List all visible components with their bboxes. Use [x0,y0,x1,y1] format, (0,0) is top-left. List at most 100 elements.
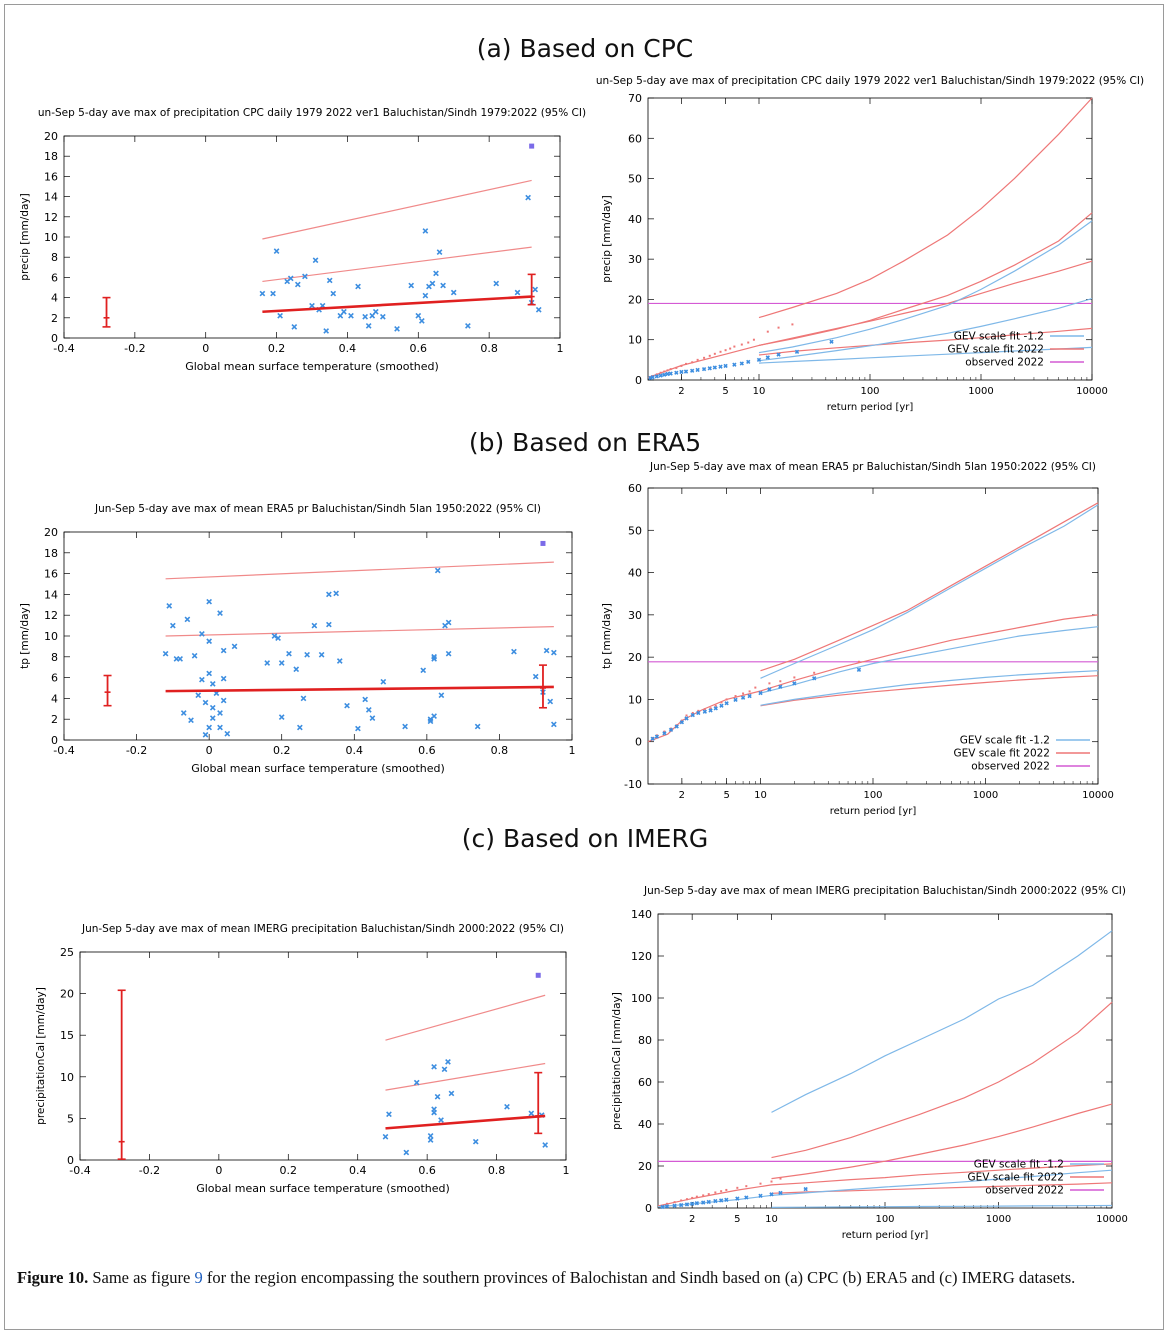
chart-b-right-point-2022 [714,704,717,707]
chart-a-right-series-gev2022_lo [758,327,1093,356]
chart-a-left-ytick-label: 10 [44,231,58,244]
chart-b-right-xtick-label: 2 [679,790,685,801]
chart-b-left-point [188,717,194,724]
chart-a-right-point-m12 [690,368,695,373]
chart-c-left-ytick-label: 20 [60,988,74,1001]
chart-b-right-title: Jun-Sep 5-day ave max of mean ERA5 pr Ba… [649,461,1096,473]
chart-a-right-ytick-label: 50 [628,173,642,186]
chart-a-right-point-2022 [659,371,662,374]
chart-a-left-ytick-label: 6 [51,271,58,284]
chart-b-right-point-2022 [709,707,712,710]
chart-b-right-point-m12 [792,681,797,686]
chart-b-left-ci-middle [165,626,554,637]
chart-c-right-point-m12 [694,1201,700,1206]
chart-b-left-ytick-label: 2 [51,713,58,726]
panel-title-c: (c) Based on IMERG [461,824,709,853]
chart-b-left-point [220,675,227,682]
chart-b-left-point [166,602,173,609]
chart-b-right-legend-label: GEV scale fit -1.2 [960,735,1050,747]
chart-c-left-ci-middle [385,1062,546,1091]
chart-b-right-series-gevm12 [760,626,1099,694]
chart-a-right-point-m12 [794,349,800,354]
chart-c-left-fit-line [385,1114,546,1130]
chart-b-left-point [344,702,350,709]
chart-a-left-point [326,277,333,284]
chart-a-left-fit-line [262,295,532,314]
chart-b-right-ytick-label: -10 [624,778,642,791]
chart-c-right-point-2022 [673,1201,676,1204]
chart-a-right-point-2022 [691,361,694,364]
chart-a-right-series-gevm12 [758,220,1093,354]
chart-b-right-point-2022 [725,698,728,701]
chart-b-left-point [296,724,303,731]
chart-a-left-point [440,282,446,289]
chart-imerg-return-period: Jun-Sep 5-day ave max of mean IMERG prec… [611,885,1128,1241]
chart-b-left-xlabel: Global mean surface temperature (smoothe… [191,762,445,775]
chart-b-right-point-m12 [684,716,689,721]
chart-b-right-point-m12 [778,684,783,689]
chart-b-left-point [532,673,539,680]
chart-c-right-point-m12 [706,1199,711,1205]
chart-b-right-point-2022 [685,714,688,717]
chart-c-right-point-m12 [803,1186,808,1192]
chart-b-left-point [300,695,307,702]
chart-a-right-point-2022 [685,362,688,365]
chart-b-right-series-gev2022 [647,614,1099,743]
chart-a-right-point-m12 [707,366,712,371]
chart-a-right-point-2022 [666,369,669,372]
chart-c-right-ytick-label: 20 [638,1160,652,1173]
chart-b-left-point [427,718,434,725]
chart-a-left-point [341,308,347,315]
chart-c-right-point-2022 [665,1202,668,1205]
chart-b-right-point-m12 [679,720,685,725]
chart-b-left-ytick-label: 14 [44,588,58,601]
chart-c-right-point-2022 [720,1190,723,1193]
chart-b-right-point-2022 [779,680,782,683]
chart-a-left-point [429,280,436,287]
chart-a-right-xtick-label: 2 [678,386,684,397]
chart-b-left-point [304,651,310,658]
chart-c-right-point-m12 [690,1201,695,1206]
chart-b-left-point [177,656,183,662]
chart-b-left-point [278,660,285,666]
chart-a-right-series-gevm12_3 [758,346,1093,364]
chart-c-right-point-m12 [718,1198,724,1203]
chart-a-right-point-2022 [740,343,743,346]
chart-a-right-point-2022 [777,326,780,329]
chart-b-right-series-gevm12_hi [760,504,1099,679]
chart-c-left-ytick-label: 5 [67,1112,74,1125]
caption-figure-link[interactable]: 9 [194,1268,203,1287]
chart-a-right-point-m12 [776,352,781,357]
chart-b-right-point-2022 [697,709,700,712]
chart-c-right-point-2022 [779,1177,782,1180]
chart-a-left-point [362,313,369,320]
chart-b-right-point-2022 [793,676,796,679]
chart-c-right-point-2022 [691,1196,694,1199]
chart-a-right-point-2022 [713,352,716,355]
chart-c-right-point-2022 [680,1199,683,1202]
chart-a-left-title: un-Sep 5-day ave max of precipitation CP… [38,107,586,119]
chart-b-right-xlabel: return period [yr] [830,806,917,817]
chart-a-left-point [312,257,319,264]
chart-c-right-point-m12 [778,1190,783,1196]
chart-b-left-xtick-label: -0.2 [126,744,147,757]
chart-c-left-xtick-label: -0.4 [69,1164,90,1177]
chart-b-right-point-m12 [733,697,738,703]
chart-b-left-point [195,692,202,699]
chart-c-right-point-m12 [713,1198,718,1204]
chart-c-left-xtick-label: 1 [563,1164,570,1177]
chart-b-right-series-gev2022_lo [760,675,1099,707]
chart-c-left-point [472,1138,479,1145]
chart-c-left-xtick-label: 0.4 [349,1164,367,1177]
chart-a-left-point [372,308,379,315]
chart-c-left-point [542,1142,549,1148]
chart-b-right-ytick-label: 50 [628,524,642,537]
chart-a-right-ytick-label: 70 [628,92,642,105]
chart-c-right-xtick-label: 5 [734,1214,740,1225]
chart-c-right-point-m12 [758,1193,763,1198]
chart-b-right-point-m12 [719,703,724,708]
chart-b-left-xtick-label: -0.4 [53,744,74,757]
chart-b-left-point [318,651,325,658]
chart-a-right-ytick-label: 60 [628,132,642,145]
chart-b-right-point-m12 [650,736,655,741]
